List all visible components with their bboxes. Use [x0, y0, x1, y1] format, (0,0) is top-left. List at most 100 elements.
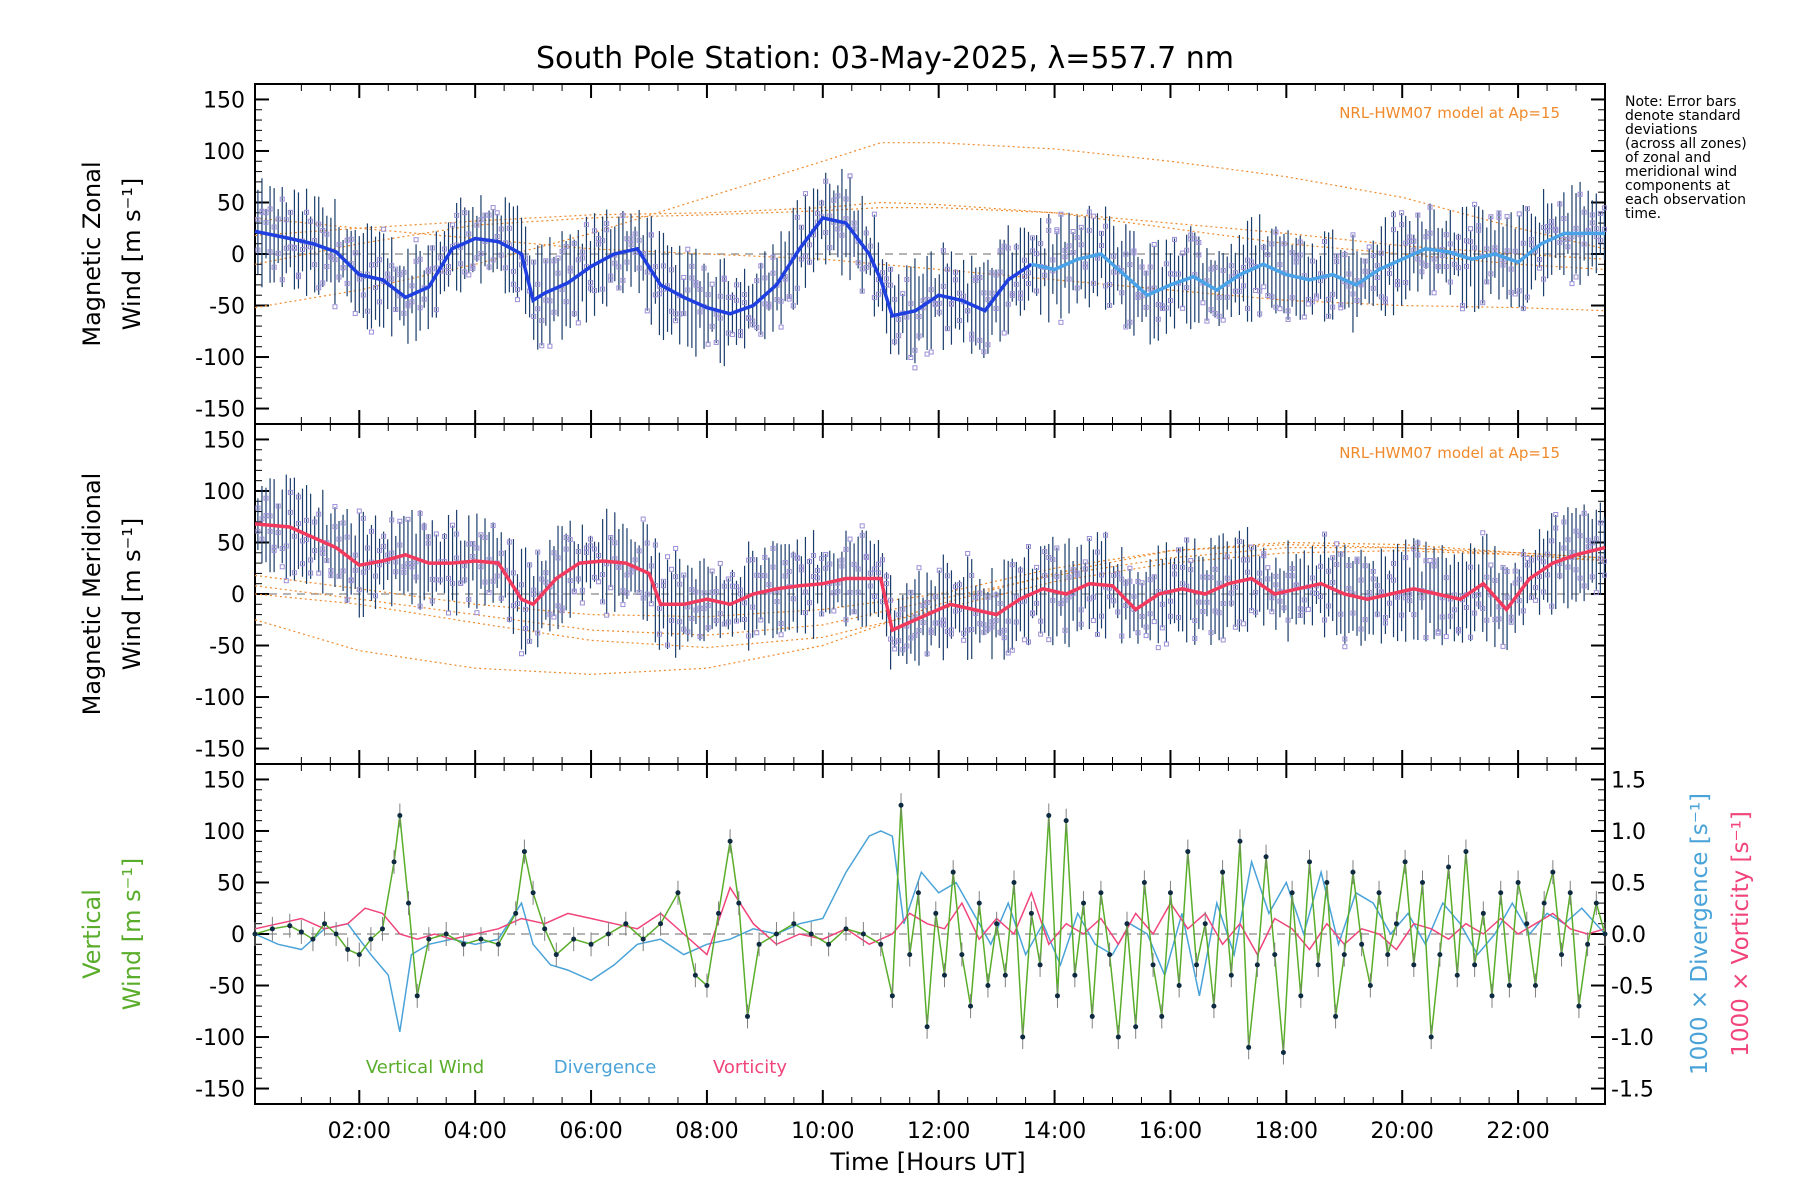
zone-wind-point	[1419, 269, 1425, 275]
zone-wind-point	[1370, 285, 1376, 291]
zone-wind-point	[539, 317, 545, 323]
y-tick-label: 150	[203, 88, 245, 113]
zone-wind-point	[790, 596, 796, 602]
note-line: time.	[1625, 206, 1662, 222]
zone-wind-point	[1451, 261, 1457, 267]
zone-wind-point	[295, 274, 301, 280]
zone-wind-point	[1532, 597, 1538, 603]
zone-wind-point	[1143, 624, 1149, 630]
zone-wind-point	[255, 505, 261, 511]
vertical-wind-point	[391, 859, 397, 865]
vertical-wind-point	[1185, 849, 1191, 855]
zone-wind-point	[758, 617, 764, 623]
y2-axis-label-divergence: 1000 × Divergence [s⁻¹]	[1687, 793, 1713, 1075]
zone-wind-point	[673, 318, 679, 324]
zone-wind-point	[1528, 236, 1534, 242]
zone-wind-point	[1391, 212, 1397, 218]
zone-wind-point	[332, 304, 338, 310]
vertical-wind-point	[941, 972, 947, 978]
zone-wind-point	[543, 258, 549, 264]
zone-wind-point	[952, 277, 958, 283]
vertical-wind-point	[605, 931, 611, 937]
zone-wind-point	[433, 307, 439, 313]
vertical-wind-point	[1220, 869, 1226, 875]
zone-wind-point	[1289, 573, 1295, 579]
zone-wind-point	[863, 553, 869, 559]
zone-wind-point	[1103, 223, 1109, 229]
zone-wind-point	[259, 516, 265, 522]
zone-wind-point	[1476, 601, 1482, 607]
zone-wind-point	[997, 600, 1003, 606]
y-axis-label: Wind [m s⁻¹]	[118, 178, 146, 330]
zone-wind-point	[1593, 590, 1599, 596]
zone-wind-point	[758, 331, 764, 337]
zone-wind-point	[1399, 612, 1405, 618]
vertical-wind-point	[1341, 952, 1347, 958]
zone-wind-point	[1334, 561, 1340, 567]
zone-wind-point	[725, 576, 731, 582]
zone-wind-point	[275, 503, 281, 509]
zone-wind-point	[1423, 635, 1429, 641]
zone-wind-point	[312, 519, 318, 525]
zone-wind-point	[948, 301, 954, 307]
zone-wind-point	[616, 285, 622, 291]
zone-wind-point	[977, 590, 983, 596]
zone-wind-point	[1078, 224, 1084, 230]
vertical-wind-point	[553, 952, 559, 958]
zone-wind-point	[1277, 598, 1283, 604]
zone-wind-point	[863, 230, 869, 236]
zone-wind-point	[421, 523, 427, 529]
zone-wind-point	[656, 605, 662, 611]
zone-wind-point	[798, 567, 804, 573]
zone-wind-point	[693, 589, 699, 595]
zone-wind-point	[320, 550, 326, 556]
zone-wind-point	[1338, 305, 1344, 311]
vertical-wind-point	[1428, 1034, 1434, 1040]
vertical-wind-point	[1411, 962, 1417, 968]
vertical-wind-point	[368, 936, 374, 942]
zone-wind-point	[255, 217, 261, 223]
zone-wind-point	[1099, 243, 1105, 249]
zone-wind-point	[1468, 634, 1474, 640]
vertical-wind-point	[915, 890, 921, 896]
zone-wind-point	[1151, 619, 1157, 625]
zone-wind-point	[523, 626, 529, 632]
zone-wind-point	[604, 221, 610, 227]
zone-wind-point	[1476, 223, 1482, 229]
zone-wind-point	[1009, 290, 1015, 296]
zone-wind-point	[417, 305, 423, 311]
zone-wind-point	[498, 252, 504, 258]
zone-wind-point	[1573, 225, 1579, 231]
vertical-wind-point	[1298, 993, 1304, 999]
zone-wind-point	[1196, 252, 1202, 258]
vertical-wind-point	[1307, 859, 1313, 865]
zone-wind-point	[1504, 594, 1510, 600]
zone-wind-point	[1464, 605, 1470, 611]
vertical-wind-point	[345, 946, 351, 952]
zone-wind-point	[316, 285, 322, 291]
vertical-wind-point	[1176, 983, 1182, 989]
zone-wind-point	[1512, 580, 1518, 586]
zone-wind-point	[1532, 585, 1538, 591]
zone-wind-point	[1447, 613, 1453, 619]
vertical-wind-point	[1402, 859, 1408, 865]
vertical-wind-point	[1524, 921, 1530, 927]
zone-wind-point	[1403, 280, 1409, 286]
zone-wind-point	[1021, 273, 1027, 279]
zone-wind-point	[977, 274, 983, 280]
zone-wind-point	[1395, 282, 1401, 288]
zone-wind-point	[575, 320, 581, 326]
zone-wind-point	[981, 622, 987, 628]
zone-wind-point	[600, 238, 606, 244]
zone-wind-point	[1524, 562, 1530, 568]
vertical-wind-point	[1020, 1034, 1026, 1040]
zone-wind-point	[640, 595, 646, 601]
zone-wind-point	[685, 629, 691, 635]
zone-wind-point	[1549, 218, 1555, 224]
zone-wind-point	[993, 306, 999, 312]
vertical-wind-point	[406, 900, 412, 906]
zone-wind-point	[1565, 236, 1571, 242]
zone-wind-point	[1431, 256, 1437, 262]
zone-wind-point	[1508, 614, 1514, 620]
zone-wind-point	[332, 257, 338, 263]
